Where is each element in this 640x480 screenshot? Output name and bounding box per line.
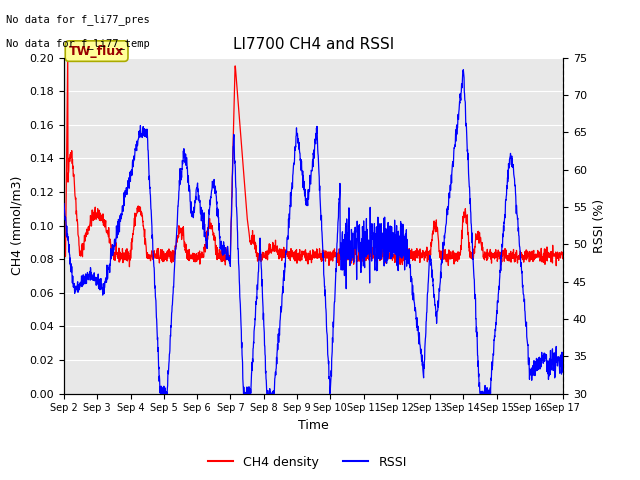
Text: No data for f_li77_temp: No data for f_li77_temp	[6, 38, 150, 49]
Legend: CH4 density, RSSI: CH4 density, RSSI	[203, 451, 412, 474]
Y-axis label: CH4 (mmol/m3): CH4 (mmol/m3)	[11, 176, 24, 276]
Title: LI7700 CH4 and RSSI: LI7700 CH4 and RSSI	[233, 37, 394, 52]
X-axis label: Time: Time	[298, 419, 329, 432]
Text: No data for f_li77_pres: No data for f_li77_pres	[6, 14, 150, 25]
Y-axis label: RSSI (%): RSSI (%)	[593, 199, 605, 252]
Text: TW_flux: TW_flux	[69, 45, 124, 58]
